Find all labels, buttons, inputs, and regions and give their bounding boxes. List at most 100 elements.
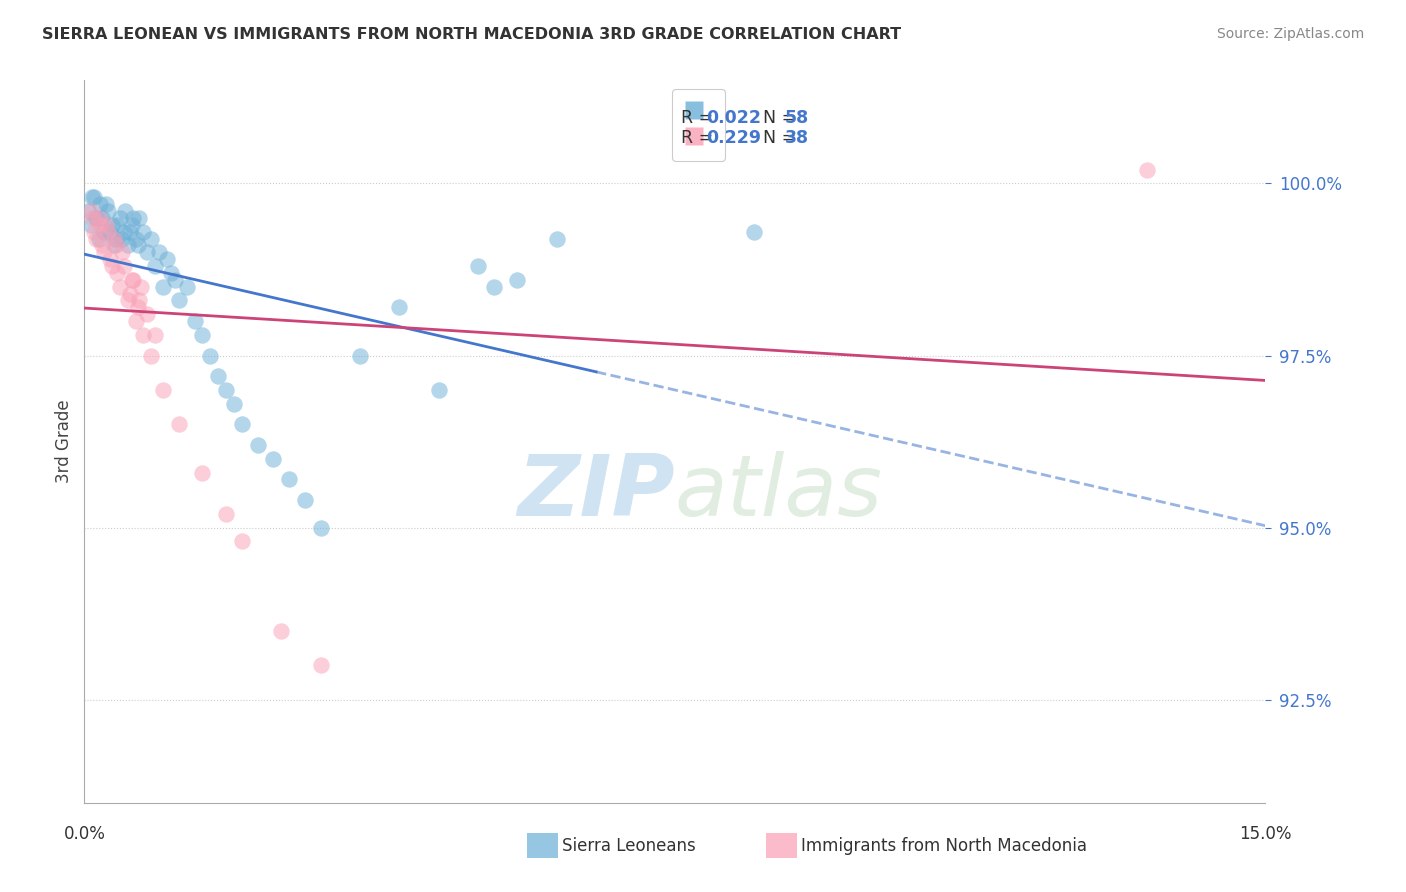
Point bbox=[215, 507, 238, 521]
Point bbox=[124, 231, 146, 245]
Point bbox=[89, 218, 111, 232]
Point bbox=[121, 218, 143, 232]
Point bbox=[90, 211, 112, 225]
Point bbox=[152, 279, 174, 293]
Point bbox=[506, 273, 529, 287]
Point bbox=[141, 231, 163, 245]
Text: Source: ZipAtlas.com: Source: ZipAtlas.com bbox=[1216, 27, 1364, 41]
Point bbox=[77, 204, 100, 219]
Point bbox=[270, 624, 292, 638]
Point bbox=[215, 383, 238, 397]
Point bbox=[103, 238, 125, 252]
Point bbox=[467, 259, 489, 273]
Text: atlas: atlas bbox=[675, 450, 883, 533]
Point bbox=[143, 259, 166, 273]
Point bbox=[79, 204, 101, 219]
Point bbox=[132, 225, 155, 239]
Point bbox=[89, 197, 111, 211]
Point bbox=[98, 225, 121, 239]
Text: R =: R = bbox=[681, 129, 718, 147]
Point bbox=[87, 231, 110, 245]
Point bbox=[183, 314, 205, 328]
Point bbox=[167, 293, 190, 308]
Point bbox=[101, 259, 124, 273]
Point bbox=[103, 231, 125, 245]
Point bbox=[176, 279, 198, 293]
Point bbox=[278, 472, 301, 486]
Point bbox=[121, 273, 143, 287]
Point bbox=[98, 252, 121, 267]
Text: 38: 38 bbox=[785, 129, 808, 147]
Point bbox=[231, 534, 253, 549]
Point bbox=[127, 238, 149, 252]
Text: ZIP: ZIP bbox=[517, 450, 675, 533]
Point bbox=[108, 211, 131, 225]
Point bbox=[152, 383, 174, 397]
Point bbox=[309, 520, 332, 534]
Point bbox=[93, 245, 115, 260]
Text: 58: 58 bbox=[785, 109, 808, 127]
Point bbox=[546, 231, 568, 245]
Text: N =: N = bbox=[752, 109, 801, 127]
Point bbox=[122, 211, 145, 225]
Point bbox=[262, 451, 284, 466]
Point bbox=[118, 225, 141, 239]
Point bbox=[136, 245, 159, 260]
Point bbox=[117, 238, 139, 252]
Point bbox=[156, 252, 179, 267]
Text: 0.022: 0.022 bbox=[706, 109, 761, 127]
Point bbox=[207, 369, 229, 384]
Point bbox=[167, 417, 190, 432]
Text: Sierra Leoneans: Sierra Leoneans bbox=[562, 837, 696, 855]
Point bbox=[129, 279, 152, 293]
Point bbox=[97, 204, 120, 219]
Point bbox=[97, 225, 120, 239]
Point bbox=[111, 245, 134, 260]
Point bbox=[84, 211, 107, 225]
Point bbox=[111, 231, 134, 245]
Y-axis label: 3rd Grade: 3rd Grade bbox=[55, 400, 73, 483]
Point bbox=[101, 218, 124, 232]
Point bbox=[132, 327, 155, 342]
Text: 15.0%: 15.0% bbox=[1239, 825, 1292, 843]
Point bbox=[148, 245, 170, 260]
Point bbox=[122, 273, 145, 287]
Point bbox=[114, 204, 136, 219]
Text: SIERRA LEONEAN VS IMMIGRANTS FROM NORTH MACEDONIA 3RD GRADE CORRELATION CHART: SIERRA LEONEAN VS IMMIGRANTS FROM NORTH … bbox=[42, 27, 901, 42]
Point bbox=[191, 327, 214, 342]
Point bbox=[112, 225, 135, 239]
Text: 0.229: 0.229 bbox=[706, 129, 761, 147]
Point bbox=[128, 211, 150, 225]
Legend: , : , bbox=[672, 89, 724, 161]
Point bbox=[117, 293, 139, 308]
Point bbox=[93, 225, 115, 239]
Point bbox=[83, 190, 105, 204]
Point bbox=[309, 658, 332, 673]
Point bbox=[482, 279, 505, 293]
Point bbox=[112, 259, 135, 273]
Point bbox=[163, 273, 186, 287]
Point bbox=[104, 231, 127, 245]
Point bbox=[90, 238, 112, 252]
Point bbox=[84, 231, 107, 245]
Point bbox=[246, 438, 269, 452]
Text: R =: R = bbox=[681, 109, 718, 127]
Point bbox=[127, 301, 149, 315]
Point bbox=[294, 493, 316, 508]
Point bbox=[143, 327, 166, 342]
Point bbox=[136, 307, 159, 321]
Point bbox=[427, 383, 450, 397]
Point bbox=[79, 218, 101, 232]
Point bbox=[1136, 162, 1159, 177]
Point bbox=[222, 397, 245, 411]
Point bbox=[118, 286, 141, 301]
Point bbox=[108, 279, 131, 293]
Point bbox=[388, 301, 411, 315]
Point bbox=[87, 211, 110, 225]
Point bbox=[160, 266, 183, 280]
Point bbox=[107, 218, 129, 232]
Point bbox=[83, 225, 105, 239]
Point bbox=[96, 218, 118, 232]
Point bbox=[82, 211, 104, 225]
Point bbox=[141, 349, 163, 363]
